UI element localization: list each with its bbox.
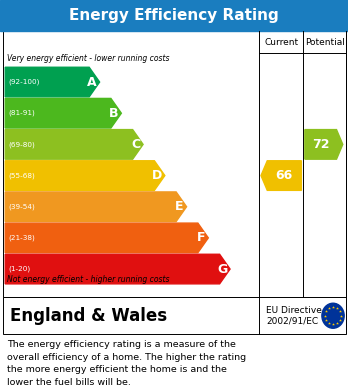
Circle shape	[322, 303, 344, 328]
Bar	[3, 31, 346, 297]
Text: A: A	[87, 75, 97, 88]
Text: G: G	[217, 263, 227, 276]
Text: (55-68): (55-68)	[9, 172, 35, 179]
Text: EU Directive
2002/91/EC: EU Directive 2002/91/EC	[266, 306, 322, 325]
Text: (1-20): (1-20)	[9, 266, 31, 272]
Text: The energy efficiency rating is a measure of the
overall efficiency of a home. T: The energy efficiency rating is a measur…	[7, 340, 246, 387]
Text: (39-54): (39-54)	[9, 203, 35, 210]
Polygon shape	[5, 67, 100, 97]
Text: F: F	[197, 231, 206, 244]
Text: (21-38): (21-38)	[9, 235, 35, 241]
Text: B: B	[109, 107, 119, 120]
Text: Current: Current	[264, 38, 298, 47]
Polygon shape	[5, 129, 143, 159]
Text: 72: 72	[312, 138, 330, 151]
Text: Not energy efficient - higher running costs: Not energy efficient - higher running co…	[7, 274, 169, 284]
Text: 66: 66	[276, 169, 293, 182]
Text: (81-91): (81-91)	[9, 110, 35, 117]
Text: D: D	[152, 169, 162, 182]
Polygon shape	[5, 223, 208, 253]
Polygon shape	[5, 99, 121, 128]
Text: Very energy efficient - lower running costs: Very energy efficient - lower running co…	[7, 54, 169, 63]
Polygon shape	[5, 254, 230, 284]
Polygon shape	[5, 192, 187, 222]
Bar	[3, 297, 346, 334]
Polygon shape	[305, 129, 343, 159]
Text: C: C	[131, 138, 140, 151]
Text: E: E	[175, 200, 184, 213]
Text: (92-100): (92-100)	[9, 79, 40, 85]
Bar	[0, 0, 348, 31]
Text: Potential: Potential	[305, 38, 345, 47]
Text: England & Wales: England & Wales	[10, 307, 168, 325]
Text: Energy Efficiency Rating: Energy Efficiency Rating	[69, 8, 279, 23]
Polygon shape	[5, 161, 165, 190]
Text: (69-80): (69-80)	[9, 141, 35, 148]
Polygon shape	[261, 161, 301, 190]
